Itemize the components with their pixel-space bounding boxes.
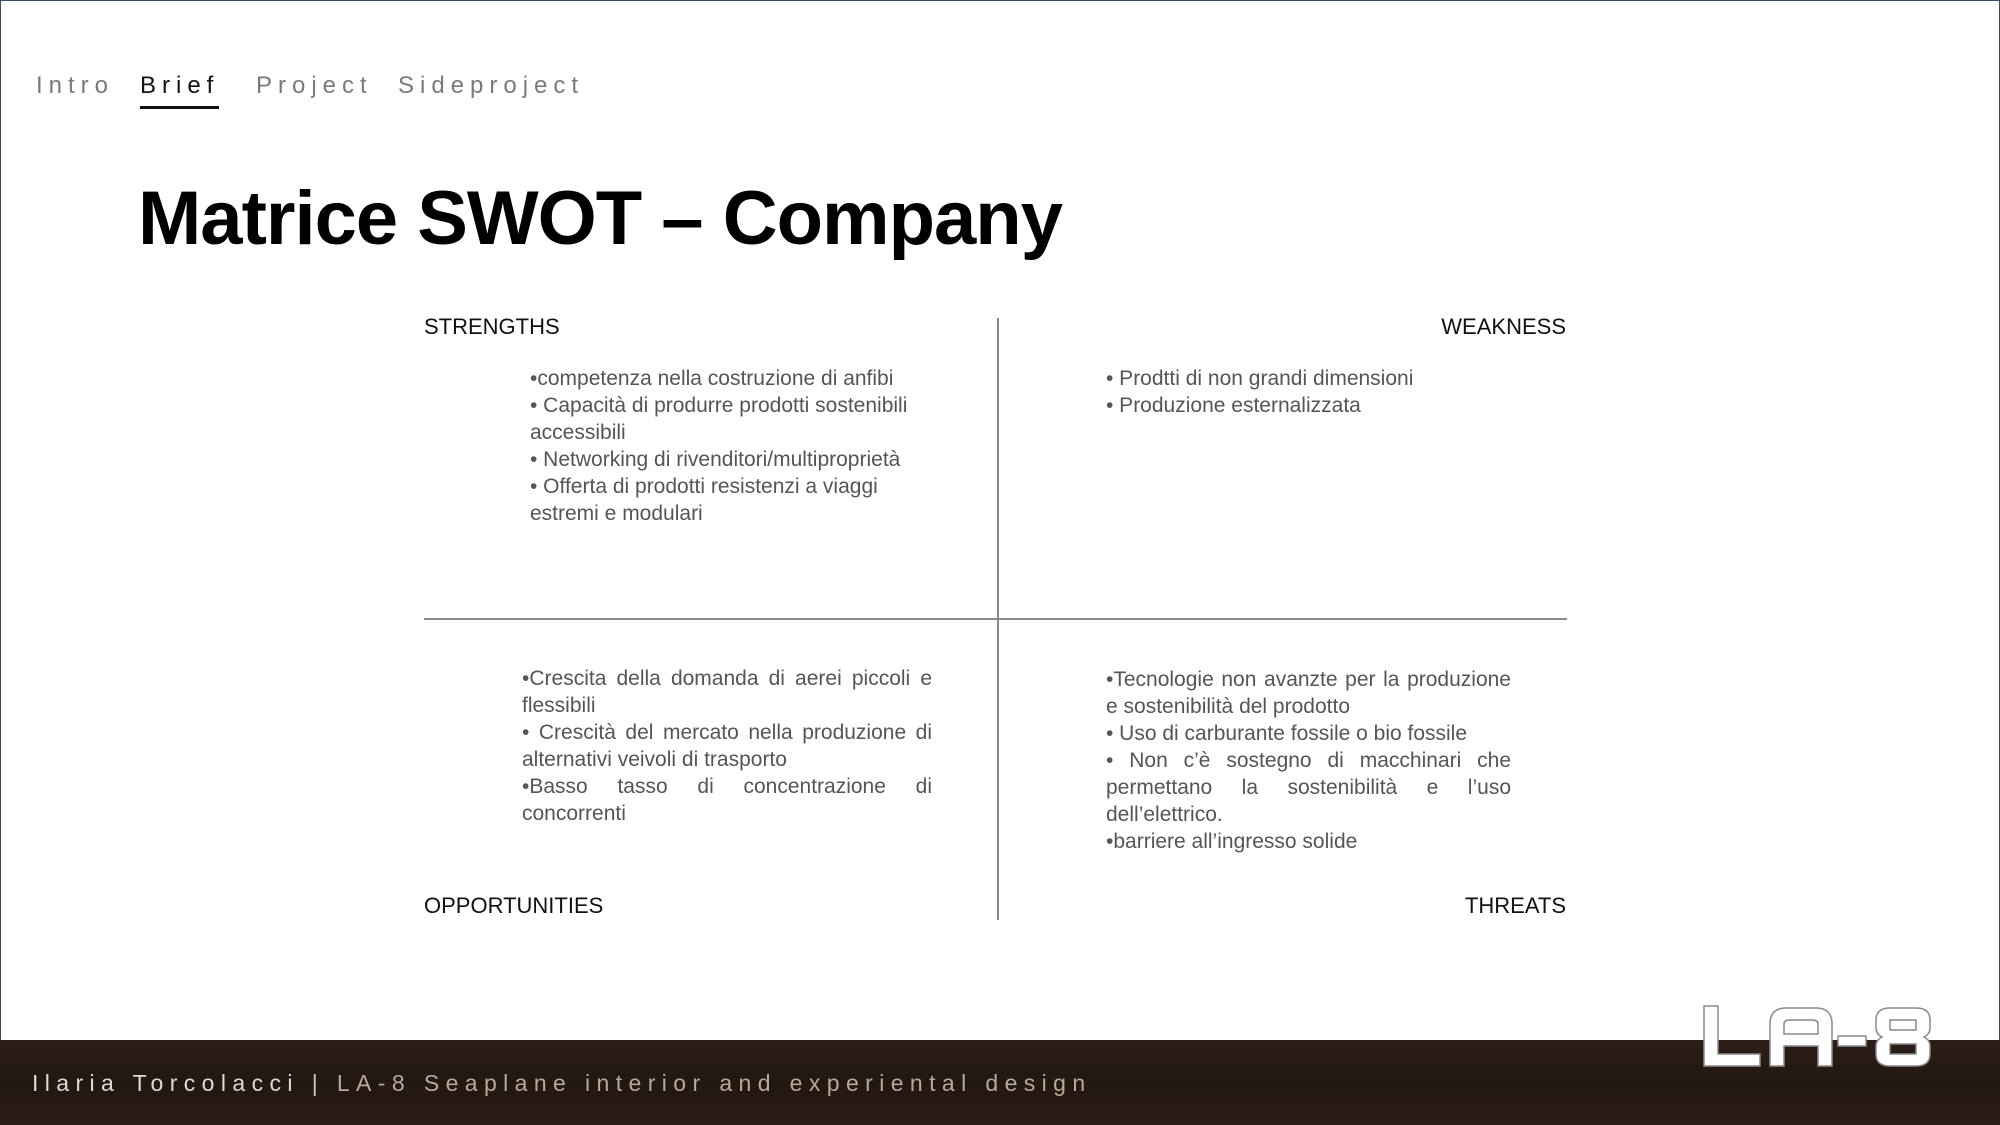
nav-item-brief-label: Brief bbox=[140, 72, 220, 99]
list-item: • Crescità del mercato nella produzione … bbox=[522, 721, 932, 771]
strengths-list: •competenza nella costruzione di anfibi … bbox=[530, 365, 940, 527]
nav-item-project[interactable]: Project bbox=[256, 72, 373, 99]
list-item: •Basso tasso di concentrazione di concor… bbox=[522, 775, 932, 825]
opportunities-label: OPPORTUNITIES bbox=[424, 893, 604, 918]
page-title: Matrice SWOT – Company bbox=[138, 176, 1063, 261]
opportunities-list: •Crescita della domanda di aerei piccoli… bbox=[522, 665, 932, 827]
list-item: •Tecnologie non avanzte per la produzion… bbox=[1106, 668, 1511, 718]
footer-separator: | bbox=[311, 1070, 325, 1096]
nav-item-sideproject[interactable]: Sideproject bbox=[398, 72, 585, 99]
footer-author: Ilaria Torcolacci bbox=[32, 1070, 299, 1096]
list-item: • Offerta di prodotti resistenzi a viagg… bbox=[530, 475, 878, 525]
nav-item-brief[interactable]: Brief bbox=[140, 72, 220, 109]
list-item: •competenza nella costruzione di anfibi bbox=[530, 367, 894, 390]
matrix-horizontal-divider bbox=[424, 618, 1567, 620]
footer-credit: Ilaria Torcolacci | LA-8 Seaplane interi… bbox=[32, 1070, 1092, 1097]
list-item: • Non c’è sostegno di macchinari che per… bbox=[1106, 749, 1511, 826]
threats-label: THREATS bbox=[1464, 893, 1566, 918]
list-item: • Produzione esternalizzata bbox=[1106, 394, 1361, 417]
list-item: •Crescita della domanda di aerei piccoli… bbox=[522, 667, 932, 717]
la8-logo bbox=[1703, 1005, 1931, 1067]
list-item: • Capacità di produrre prodotti sostenib… bbox=[530, 394, 908, 444]
list-item: • Uso di carburante fossile o bio fossil… bbox=[1106, 722, 1468, 745]
list-item: •barriere all’ingresso solide bbox=[1106, 830, 1358, 853]
weakness-list: • Prodtti di non grandi dimensioni • Pro… bbox=[1106, 365, 1526, 419]
list-item: • Prodtti di non grandi dimensioni bbox=[1106, 367, 1414, 390]
strengths-label: STRENGTHS bbox=[424, 314, 560, 339]
list-item: • Networking di rivenditori/multiproprie… bbox=[530, 448, 901, 471]
footer-description: LA-8 Seaplane interior and experiental d… bbox=[336, 1070, 1092, 1096]
weakness-label: WEAKNESS bbox=[1441, 314, 1566, 339]
nav-item-intro[interactable]: Intro bbox=[36, 72, 115, 99]
active-tab-underline bbox=[140, 106, 220, 109]
footer-bar: Ilaria Torcolacci | LA-8 Seaplane interi… bbox=[0, 1040, 2000, 1125]
threats-list: •Tecnologie non avanzte per la produzion… bbox=[1106, 666, 1511, 855]
